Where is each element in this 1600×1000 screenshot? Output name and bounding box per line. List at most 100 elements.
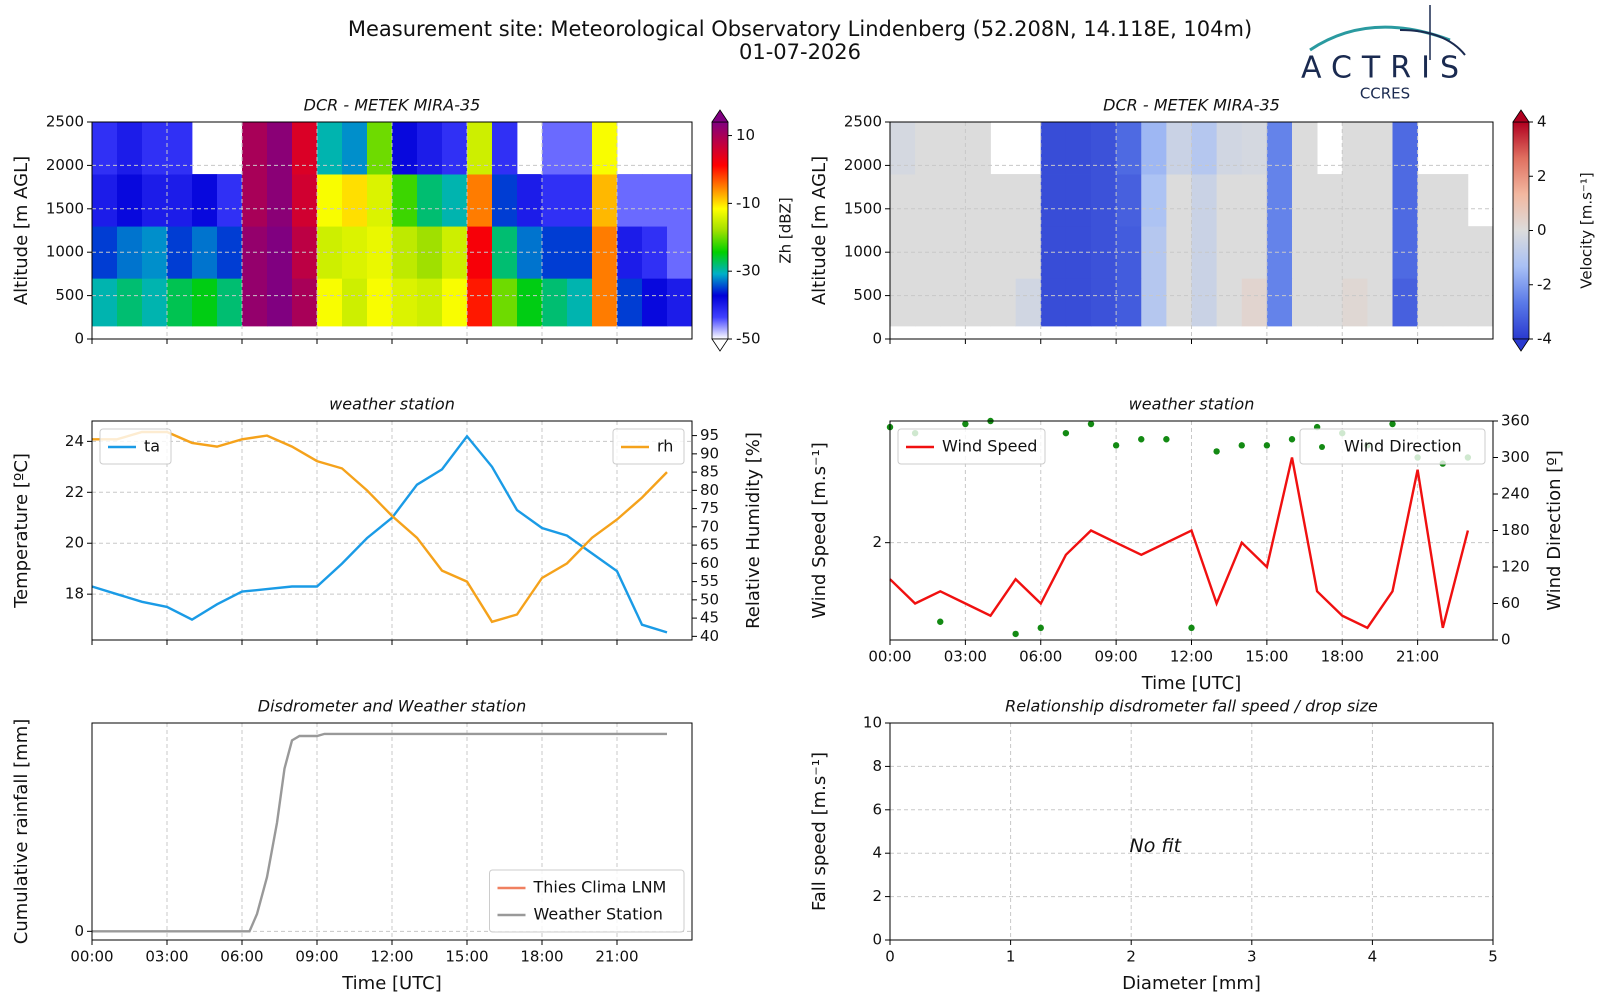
x-tick-label: 15:00 <box>445 948 488 966</box>
x-tick-label: 09:00 <box>295 948 338 966</box>
heatmap-cell <box>1116 122 1142 175</box>
y2-tick-label: 65 <box>700 536 719 554</box>
colorbar-tick-label: -50 <box>736 330 761 348</box>
y2-tick-label: 85 <box>700 463 719 481</box>
heatmap-cell <box>1141 174 1167 227</box>
x-tick-label: 06:00 <box>220 948 263 966</box>
heatmap-cell <box>392 278 418 327</box>
legend: rh <box>612 428 685 465</box>
heatmap-cell <box>1292 174 1318 227</box>
heatmap-cell <box>342 122 368 175</box>
legend-label: Wind Speed <box>942 437 1037 456</box>
data-point <box>962 420 969 428</box>
heatmap-cell <box>990 174 1017 227</box>
y-tick-label: 2000 <box>46 156 84 174</box>
x-tick-label: 03:00 <box>944 648 987 666</box>
panel-title: DCR - METEK MIRA-35 <box>304 96 481 115</box>
heatmap-cell <box>317 174 343 227</box>
x-axis-label: Diameter [mm] <box>1122 973 1261 994</box>
heatmap-cell <box>915 174 941 227</box>
heatmap-cell <box>117 174 143 227</box>
x-tick-label: 18:00 <box>520 948 563 966</box>
heatmap-cell <box>117 278 143 327</box>
heatmap-cell <box>1342 174 1368 227</box>
y2-tick-label: 55 <box>700 572 719 590</box>
heatmap-cell <box>1015 278 1042 327</box>
panel: DCR - METEK MIRA-35 Altitude [m AGL] 0 500 1… <box>11 96 795 352</box>
logo-subtext: CCRES <box>1360 85 1410 103</box>
heatmap-cell <box>517 278 543 327</box>
y-axis-label: Temperature [ºC] <box>11 453 32 609</box>
colorbar-tick-label: 4 <box>1537 113 1547 131</box>
heatmap-cell <box>1040 278 1067 327</box>
legend-box <box>489 869 685 933</box>
x-axis-label: Time [UTC] <box>341 973 442 994</box>
x-tick-label: 21:00 <box>1396 648 1439 666</box>
y-tick-label: 500 <box>853 286 882 304</box>
heatmap-cell <box>567 122 593 175</box>
heatmap-cell <box>1241 122 1268 175</box>
colorbar-tick-label: -30 <box>736 262 761 280</box>
data-point <box>1087 420 1095 428</box>
y2-tick-label: 120 <box>1501 558 1530 576</box>
y-tick-label: 2 <box>872 533 882 551</box>
heatmap-cell <box>1292 278 1318 327</box>
heatmap-cell <box>1367 122 1393 175</box>
heatmap-cell <box>542 174 568 227</box>
colorbar-tick-label: 10 <box>736 126 755 144</box>
y2-tick-label: 70 <box>700 517 719 535</box>
heatmap-cell <box>417 122 443 175</box>
heatmap-cell <box>117 122 143 175</box>
heatmap-cell <box>965 278 991 327</box>
heatmap-cell <box>242 122 268 175</box>
heatmap-cell <box>92 122 118 175</box>
heatmap-cell <box>1040 174 1067 227</box>
heatmap-cell <box>617 174 643 227</box>
heatmap-cell <box>1166 122 1192 175</box>
panel: Relationship disdrometer fall speed / dr… <box>809 697 1498 995</box>
x-tick-label: 18:00 <box>1321 648 1364 666</box>
heatmap-cell <box>217 174 243 227</box>
y2-tick-label: 240 <box>1501 485 1530 503</box>
heatmap-cell <box>167 122 193 175</box>
heatmap-cell <box>567 174 593 227</box>
colorbar <box>1512 121 1530 340</box>
heatmap-cell <box>1191 122 1218 175</box>
data-point <box>1163 436 1170 443</box>
y2-tick-label: 40 <box>700 627 719 645</box>
y2-tick-label: 80 <box>700 481 719 499</box>
heatmap-cell <box>1442 278 1469 327</box>
data-line <box>889 457 1470 630</box>
heatmap-cell <box>1342 122 1368 175</box>
heatmap-cell <box>442 174 468 227</box>
heatmap-cell <box>1191 278 1218 327</box>
y2-tick-label: 50 <box>700 590 719 608</box>
heatmap-cell <box>492 174 518 227</box>
heatmap-cell <box>915 278 941 327</box>
y2-tick-label: 0 <box>1501 631 1511 649</box>
heatmap-cell <box>392 174 418 227</box>
x-tick-label: 06:00 <box>1019 648 1062 666</box>
heatmap-cell <box>267 122 293 175</box>
heatmap-cell <box>592 278 618 327</box>
heatmap-cell <box>317 122 343 175</box>
heatmap-cell <box>915 122 941 175</box>
heatmap-cell <box>1417 278 1444 327</box>
y-tick-label: 0 <box>74 922 84 940</box>
heatmap-cell <box>1116 278 1142 327</box>
heatmap-cell <box>1266 278 1293 327</box>
y-tick-label: 500 <box>55 286 84 304</box>
heatmap-cell <box>292 122 318 175</box>
y-tick-label: 2000 <box>844 156 882 174</box>
heatmap-cell <box>1166 174 1192 227</box>
heatmap-cell <box>417 174 443 227</box>
data-point <box>1238 442 1245 449</box>
x-tick-label: 4 <box>1368 948 1378 966</box>
heatmap-cell <box>142 122 168 175</box>
heatmap-cell <box>467 122 493 175</box>
y-tick-label: 2500 <box>844 113 882 131</box>
heatmap-cell <box>267 278 293 327</box>
x-tick-label: 00:00 <box>868 648 911 666</box>
heatmap-cell <box>965 122 991 175</box>
